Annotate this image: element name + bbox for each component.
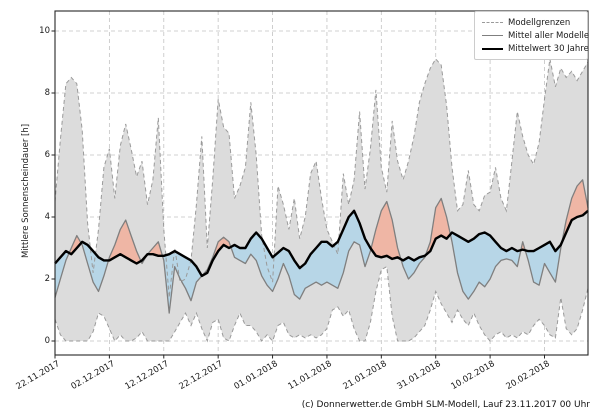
below-normal-fill — [525, 241, 562, 286]
legend-label: Mittelwert 30 Jahre — [508, 43, 589, 54]
below-normal-fill — [400, 255, 426, 279]
below-normal-fill — [230, 210, 371, 300]
legend-label: Modellgrenzen — [508, 17, 571, 28]
below-normal-fill — [81, 241, 109, 292]
y-tick-label: 4 — [44, 211, 50, 222]
mean-30-years-line — [54, 209, 589, 278]
model-mean-line — [54, 179, 589, 314]
dashed-line-icon — [482, 22, 503, 23]
legend-label: Mittel aller Modelle — [508, 30, 590, 41]
y-tick-label: 6 — [44, 149, 50, 160]
y-tick-label: 2 — [44, 273, 50, 284]
above-normal-fill — [108, 220, 141, 264]
above-normal-fill — [371, 201, 401, 260]
y-tick-label: 0 — [44, 335, 50, 346]
legend-item-mittel-aller-modelle: Mittel aller Modelle — [482, 29, 589, 42]
model-upper-bound-line — [54, 58, 589, 298]
plot-frame — [54, 10, 589, 356]
below-normal-fill — [55, 251, 70, 298]
legend-item-modellgrenzen: Modellgrenzen — [482, 16, 581, 29]
model-lower-bound-line — [54, 265, 589, 343]
y-tick-label: 10 — [39, 25, 50, 36]
thick-line-icon — [482, 47, 503, 50]
below-normal-fill — [450, 232, 521, 300]
legend: Modellgrenzen Mittel aller Modelle Mitte… — [474, 11, 589, 60]
solid-line-icon — [482, 35, 503, 36]
above-normal-fill — [69, 235, 82, 255]
legend-item-mittelwert-30-jahre: Mittelwert 30 Jahre — [482, 42, 589, 55]
above-normal-fill — [425, 198, 451, 256]
copyright-caption: (c) Donnerwetter.de GmbH SLM-Modell, Lau… — [301, 400, 590, 410]
y-tick-label: 8 — [44, 87, 50, 98]
